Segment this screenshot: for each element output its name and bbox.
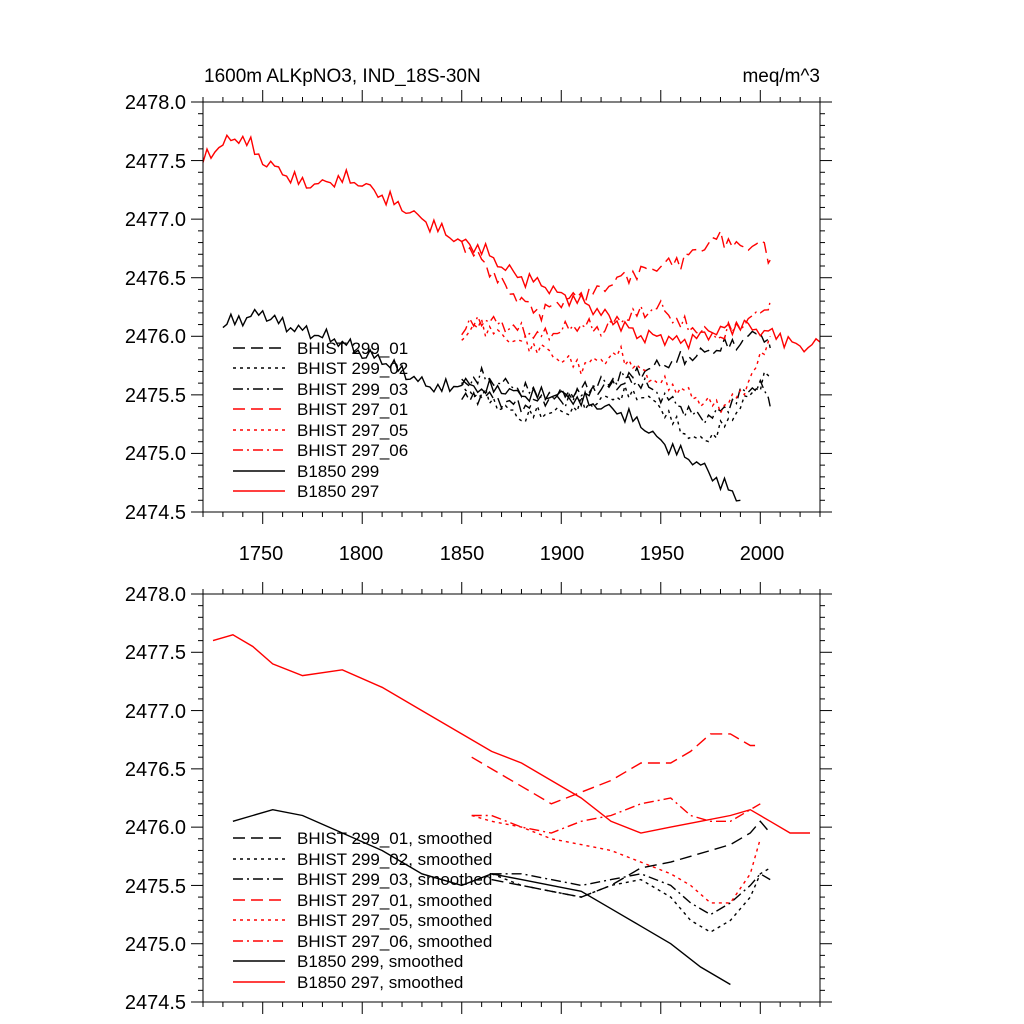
bottom-y-tick-label: 2476.5	[125, 759, 186, 781]
bottom-y-tick-label: 2476.0	[125, 817, 186, 839]
bottom-legend-label: B1850 299, smoothed	[297, 952, 463, 971]
top-legend-label: BHIST 299_01	[297, 339, 408, 358]
top-y-tick-label: 2478.0	[125, 92, 186, 114]
bottom-y-tick-label: 2475.5	[125, 876, 186, 898]
top-series	[202, 133, 821, 502]
bottom-series-line	[491, 820, 771, 898]
bottom-y-tick-labels: 2474.5 2475.0 2475.5 2476.0 2476.5 2477.…	[125, 584, 186, 1014]
bottom-y-tick-label: 2477.5	[125, 642, 186, 664]
top-y-tick-labels: 2474.5 2475.0 2475.5 2476.0 2476.5 2477.…	[125, 92, 186, 524]
bottom-ticks	[191, 582, 832, 1014]
top-legend-label: BHIST 299_02	[297, 359, 408, 378]
top-x-tick-label: 1950	[640, 543, 685, 565]
bottom-panel: 2474.5 2475.0 2475.5 2476.0 2476.5 2477.…	[125, 582, 832, 1014]
top-y-tick-label: 2477.0	[125, 209, 186, 231]
top-series-line	[461, 299, 771, 342]
bottom-legend-label: BHIST 299_02, smoothed	[297, 850, 492, 869]
top-x-tick-label: 1750	[239, 543, 284, 565]
top-x-tick-label: 1900	[540, 543, 585, 565]
bottom-y-tick-label: 2474.5	[125, 992, 186, 1014]
top-y-tick-label: 2475.0	[125, 443, 186, 465]
top-ticks	[191, 90, 832, 524]
bottom-series-line	[232, 808, 731, 986]
top-y-tick-label: 2476.5	[125, 268, 186, 290]
top-legend-label: BHIST 297_05	[297, 421, 408, 440]
top-series-line	[461, 317, 771, 415]
bottom-y-tick-label: 2477.0	[125, 701, 186, 723]
top-legend: BHIST 299_01 BHIST 299_02 BHIST 299_03 B…	[233, 339, 408, 501]
top-title-left: 1600m ALKpNO3, IND_18S-30N	[204, 66, 481, 87]
top-x-tick-label: 2000	[740, 543, 785, 565]
bottom-series-line	[471, 797, 761, 834]
top-x-tick-label: 1850	[440, 543, 485, 565]
bottom-series-line	[471, 814, 761, 904]
top-title-right: meq/m^3	[742, 66, 820, 87]
bottom-legend: BHIST 299_01, smoothed BHIST 299_02, smo…	[233, 829, 492, 992]
bottom-series-line	[491, 867, 771, 933]
top-series-line	[202, 133, 821, 353]
bottom-series	[212, 634, 810, 986]
bottom-legend-label: B1850 297, smoothed	[297, 973, 463, 992]
top-plot-frame	[202, 101, 821, 513]
top-y-tick-label: 2477.5	[125, 151, 186, 173]
top-y-tick-label: 2475.5	[125, 385, 186, 407]
bottom-legend-label: BHIST 297_05, smoothed	[297, 911, 492, 930]
top-x-tick-label: 1800	[339, 543, 384, 565]
bottom-legend-label: BHIST 297_01, smoothed	[297, 891, 492, 910]
bottom-legend-label: BHIST 297_06, smoothed	[297, 932, 492, 951]
top-legend-label: BHIST 297_01	[297, 400, 408, 419]
top-legend-label: B1850 297	[297, 482, 379, 501]
bottom-plot-frame	[202, 593, 821, 1003]
top-y-tick-label: 2474.5	[125, 502, 186, 524]
bottom-series-line	[471, 733, 761, 805]
bottom-y-tick-label: 2478.0	[125, 584, 186, 606]
top-legend-label: BHIST 299_03	[297, 380, 408, 399]
top-series-line	[461, 330, 771, 416]
top-x-tick-labels: 1750 1800 1850 1900 1950 2000	[239, 543, 785, 565]
top-y-tick-label: 2476.0	[125, 326, 186, 348]
top-series-line	[461, 370, 771, 443]
bottom-legend-label: BHIST 299_03, smoothed	[297, 870, 492, 889]
top-panel: 1600m ALKpNO3, IND_18S-30N meq/m^3 2474.…	[125, 66, 832, 565]
bottom-series-line	[491, 872, 771, 916]
bottom-series-line	[212, 634, 810, 834]
top-series-line	[222, 308, 741, 502]
top-series-line	[461, 365, 771, 425]
top-legend-label: BHIST 297_06	[297, 441, 408, 460]
bottom-y-tick-label: 2475.0	[125, 934, 186, 956]
top-series-line	[461, 229, 771, 323]
top-legend-label: B1850 299	[297, 462, 379, 481]
bottom-legend-label: BHIST 299_01, smoothed	[297, 829, 492, 848]
